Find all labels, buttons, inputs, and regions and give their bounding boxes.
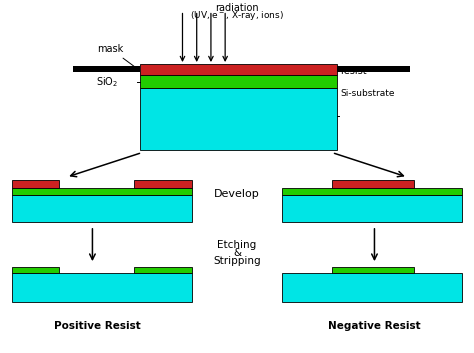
Bar xyxy=(12,195,192,222)
Text: Negative Resist: Negative Resist xyxy=(328,321,421,331)
Bar xyxy=(140,88,337,150)
Text: Si-substrate: Si-substrate xyxy=(340,89,395,98)
Text: mask: mask xyxy=(97,44,135,67)
Text: resist: resist xyxy=(340,66,367,76)
Bar xyxy=(282,188,462,195)
Bar xyxy=(12,188,192,195)
Bar xyxy=(282,273,462,302)
Bar xyxy=(140,75,337,88)
Text: Stripping: Stripping xyxy=(213,256,261,265)
Text: Positive Resist: Positive Resist xyxy=(54,321,141,331)
Bar xyxy=(12,180,59,188)
Text: Etching: Etching xyxy=(218,240,256,250)
Bar xyxy=(134,267,192,273)
Bar xyxy=(134,180,192,188)
Text: &: & xyxy=(233,248,241,258)
Bar xyxy=(282,195,462,222)
Bar xyxy=(73,66,140,72)
Text: (UV, e$^-$, X-ray, ions): (UV, e$^-$, X-ray, ions) xyxy=(190,9,284,22)
Bar xyxy=(12,273,192,302)
Bar xyxy=(12,267,59,273)
Bar xyxy=(332,180,413,188)
Bar xyxy=(337,66,410,72)
Bar xyxy=(140,64,337,75)
Text: SiO$_2$: SiO$_2$ xyxy=(96,75,118,89)
Text: radiation: radiation xyxy=(215,3,259,13)
Bar xyxy=(332,267,413,273)
Text: Develop: Develop xyxy=(214,189,260,199)
